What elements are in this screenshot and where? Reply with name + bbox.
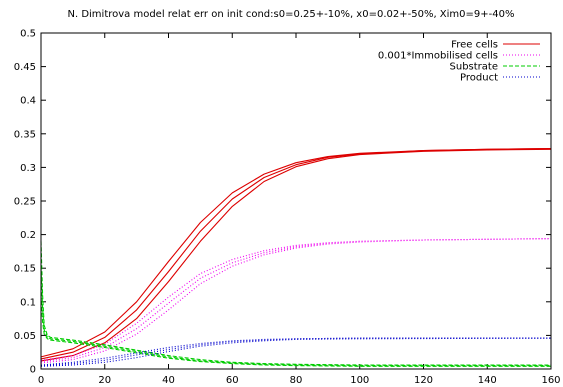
y-tick-label: 0.05	[14, 331, 36, 342]
series-layer	[40, 148, 552, 367]
legend-label: Substrate	[450, 62, 498, 73]
series-curve	[40, 238, 552, 364]
series-curve	[40, 238, 552, 361]
y-tick-label: 0.1	[20, 297, 36, 308]
series-curve	[40, 241, 551, 366]
x-tick-label: 80	[290, 375, 303, 386]
chart-title: N. Dimitrova model relat err on init con…	[67, 9, 514, 20]
series-2	[40, 241, 551, 367]
x-tick-label: 140	[478, 375, 497, 386]
series-curve	[40, 148, 552, 362]
y-tick-label: 0.3	[20, 163, 36, 174]
series-curve	[40, 268, 551, 367]
series-1	[40, 238, 552, 364]
y-tick-label: 0.15	[14, 264, 36, 275]
x-tick-label: 120	[414, 375, 433, 386]
plot-frame	[40, 32, 552, 370]
legend-label: 0.001*Immobilised cells	[378, 51, 498, 62]
x-tick-label: 20	[98, 375, 111, 386]
y-tick-label: 0.2	[20, 230, 36, 241]
series-curve	[40, 238, 552, 363]
y-tick-label: 0.4	[20, 96, 36, 107]
y-tick-label: 0	[30, 365, 36, 376]
x-tick-label: 0	[38, 375, 44, 386]
series-0	[40, 148, 552, 362]
series-curve	[40, 148, 552, 358]
series-curve	[40, 148, 552, 360]
y-tick-label: 0.35	[14, 129, 36, 140]
legend-label: Product	[460, 73, 498, 84]
y-tick-label: 0.45	[14, 62, 36, 73]
series-curve	[40, 295, 551, 367]
x-tick-label: 60	[226, 375, 239, 386]
x-tick-label: 40	[162, 375, 175, 386]
series-curve	[40, 337, 551, 367]
x-tick-label: 160	[541, 375, 560, 386]
legend-label: Free cells	[451, 40, 498, 51]
series-curve	[40, 337, 551, 366]
series-curve	[40, 337, 552, 367]
y-tick-label: 0.5	[20, 29, 36, 40]
y-tick-label: 0.25	[14, 197, 36, 208]
series-3	[40, 337, 552, 367]
x-tick-label: 100	[350, 375, 369, 386]
